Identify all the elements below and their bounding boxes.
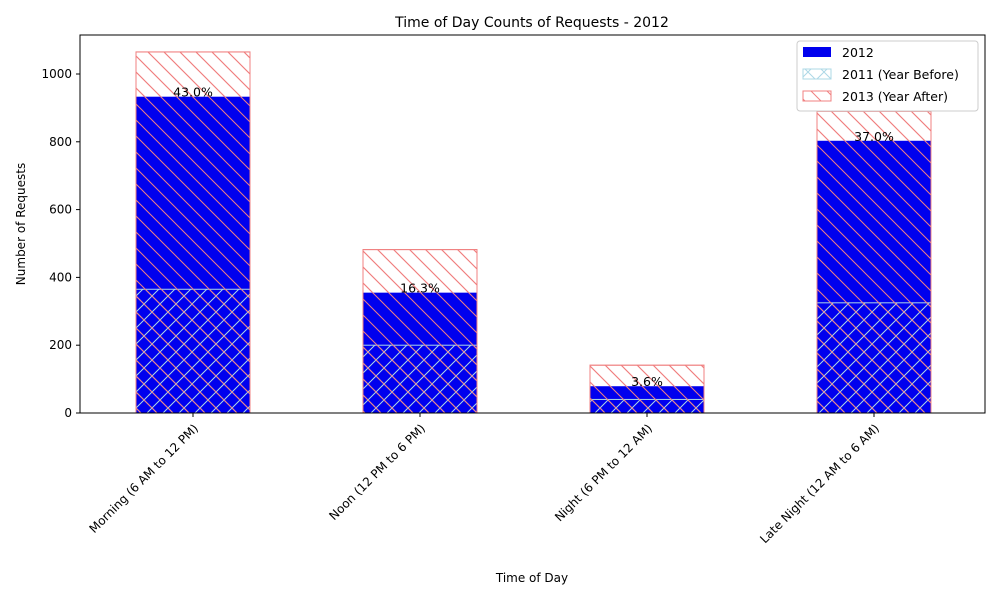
chart-title: Time of Day Counts of Requests - 2012 bbox=[394, 15, 669, 31]
legend: 2012 2011 (Year Before) 2013 (Year After… bbox=[796, 40, 979, 112]
x-tick-label-night-6-pm-to-12-am: Night (6 PM to 12 AM) bbox=[552, 421, 655, 524]
legend-swatch-2012 bbox=[803, 47, 831, 57]
plot-area-frame bbox=[79, 34, 986, 414]
bar-2013-overlay-morning-6-am-to-12-pm bbox=[135, 51, 251, 414]
y-tick-label-0: 0 bbox=[64, 406, 72, 420]
x-tick-label-late-night-12-am-to-6-am: Late Night (12 AM to 6 AM) bbox=[757, 421, 882, 546]
bar-2013-overlay-night-6-pm-to-12-am bbox=[589, 364, 705, 414]
legend-label-2012: 2012 bbox=[842, 45, 874, 60]
y-axis: 0 200 400 600 800 1000 bbox=[41, 67, 80, 420]
series-2013-hatch-overlay bbox=[135, 51, 932, 414]
y-tick-label-400: 400 bbox=[49, 270, 72, 284]
percent-label-noon-12-pm-to-6-pm: 16.3% bbox=[400, 281, 440, 296]
legend-swatch-2011 bbox=[802, 68, 832, 80]
y-tick-label-200: 200 bbox=[49, 338, 72, 352]
series-2011-bars bbox=[135, 288, 932, 414]
series-2012-bars bbox=[136, 96, 931, 414]
percent-annotations: 43.0% 16.3% 3.6% 37.0% bbox=[173, 85, 894, 390]
bar-2013-overlay-noon-12-pm-to-6-pm bbox=[362, 249, 478, 414]
percent-label-late-night-12-am-to-6-am: 37.0% bbox=[854, 129, 894, 144]
legend-label-2011: 2011 (Year Before) bbox=[842, 67, 959, 82]
y-tick-label-1000: 1000 bbox=[41, 67, 72, 81]
legend-swatch-2013 bbox=[802, 90, 832, 102]
x-tick-label-noon-12-pm-to-6-pm: Noon (12 PM to 6 PM) bbox=[326, 421, 428, 523]
x-tick-label-morning-6-am-to-12-pm: Morning (6 AM to 12 PM) bbox=[86, 421, 201, 536]
y-tick-label-600: 600 bbox=[49, 203, 72, 217]
x-axis: Morning (6 AM to 12 PM) Noon (12 PM to 6 … bbox=[86, 413, 882, 546]
x-axis-label: Time of Day bbox=[495, 571, 568, 585]
bar-2013-overlay-late-night-12-am-to-6-am bbox=[816, 110, 932, 414]
y-tick-label-800: 800 bbox=[49, 135, 72, 149]
percent-label-morning-6-am-to-12-pm: 43.0% bbox=[173, 85, 213, 100]
y-axis-label: Number of Requests bbox=[14, 163, 28, 285]
percent-label-night-6-pm-to-12-am: 3.6% bbox=[631, 374, 663, 389]
legend-frame bbox=[796, 40, 979, 112]
legend-label-2013: 2013 (Year After) bbox=[842, 89, 948, 104]
